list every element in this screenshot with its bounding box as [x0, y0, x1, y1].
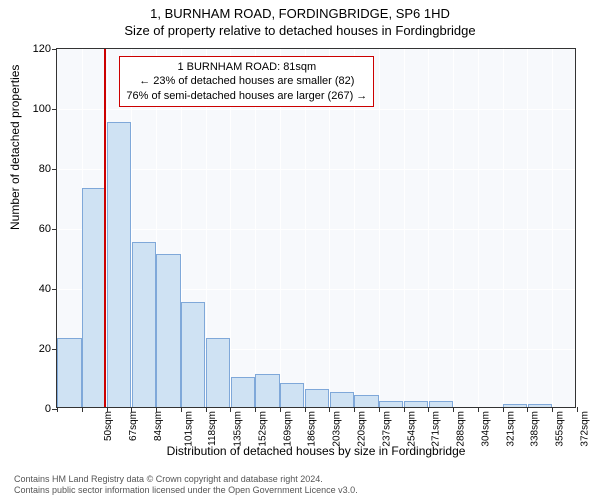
xtick-mark — [305, 407, 306, 412]
attribution: Contains HM Land Registry data © Crown c… — [14, 474, 358, 496]
bar — [255, 374, 279, 407]
xtick-label: 304sqm — [480, 411, 491, 447]
gridline — [428, 49, 429, 407]
bar — [528, 404, 552, 407]
bar — [429, 401, 453, 407]
ytick-label: 60 — [39, 223, 57, 235]
xtick-label: 169sqm — [282, 411, 293, 447]
bar — [156, 254, 180, 407]
ytick-label: 80 — [39, 163, 57, 175]
xtick-mark — [107, 407, 108, 412]
gridline — [453, 49, 454, 407]
bar — [107, 122, 131, 407]
xtick-mark — [230, 407, 231, 412]
xtick-mark — [280, 407, 281, 412]
attribution-line: Contains HM Land Registry data © Crown c… — [14, 474, 358, 485]
xtick-mark — [478, 407, 479, 412]
xtick-mark — [82, 407, 83, 412]
xtick-mark — [404, 407, 405, 412]
gridline — [527, 49, 528, 407]
xtick-label: 101sqm — [183, 411, 194, 447]
ytick-label: 0 — [45, 403, 57, 415]
gridline — [552, 49, 553, 407]
gridline — [379, 49, 380, 407]
bar — [354, 395, 378, 407]
annotation-line: ← 23% of detached houses are smaller (82… — [126, 74, 367, 88]
xtick-label: 220sqm — [357, 411, 368, 447]
gridline — [478, 49, 479, 407]
annotation-line: 1 BURNHAM ROAD: 81sqm — [126, 60, 367, 74]
xtick-label: 355sqm — [555, 411, 566, 447]
chart-subtitle: Size of property relative to detached ho… — [0, 21, 600, 38]
attribution-line: Contains public sector information licen… — [14, 485, 358, 496]
xtick-label: 254sqm — [406, 411, 417, 447]
xtick-mark — [57, 407, 58, 412]
plot-area: 02040608010012050sqm67sqm84sqm101sqm118s… — [56, 48, 576, 408]
xtick-label: 152sqm — [258, 411, 269, 447]
gridline — [57, 169, 575, 170]
xtick-label: 271sqm — [431, 411, 442, 447]
xtick-mark — [379, 407, 380, 412]
bar — [231, 377, 255, 407]
bar — [503, 404, 527, 407]
annotation-line: 76% of semi-detached houses are larger (… — [126, 89, 367, 103]
xtick-label: 118sqm — [207, 411, 218, 446]
chart-title: 1, BURNHAM ROAD, FORDINGBRIDGE, SP6 1HD — [0, 0, 600, 21]
xtick-mark — [181, 407, 182, 412]
bar — [379, 401, 403, 407]
xtick-label: 67sqm — [128, 411, 139, 441]
bar — [82, 188, 106, 407]
xtick-label: 338sqm — [530, 411, 541, 447]
xtick-mark — [206, 407, 207, 412]
x-axis-label: Distribution of detached houses by size … — [56, 444, 576, 458]
gridline — [503, 49, 504, 407]
xtick-mark — [156, 407, 157, 412]
ytick-label: 40 — [39, 283, 57, 295]
xtick-mark — [329, 407, 330, 412]
bar — [132, 242, 156, 407]
bar — [305, 389, 329, 407]
bar — [206, 338, 230, 407]
gridline — [404, 49, 405, 407]
xtick-label: 321sqm — [505, 411, 516, 447]
xtick-label: 186sqm — [307, 411, 318, 447]
bar — [330, 392, 354, 407]
y-axis-label: Number of detached properties — [8, 65, 22, 230]
xtick-label: 203sqm — [332, 411, 343, 447]
annotation-box: 1 BURNHAM ROAD: 81sqm← 23% of detached h… — [119, 56, 374, 107]
xtick-label: 237sqm — [381, 411, 392, 447]
xtick-mark — [577, 407, 578, 412]
ytick-label: 120 — [33, 43, 57, 55]
xtick-mark — [527, 407, 528, 412]
bar — [57, 338, 81, 407]
bar — [404, 401, 428, 407]
xtick-mark — [428, 407, 429, 412]
xtick-mark — [453, 407, 454, 412]
xtick-mark — [354, 407, 355, 412]
xtick-label: 84sqm — [153, 411, 164, 441]
bar — [181, 302, 205, 407]
ytick-label: 20 — [39, 343, 57, 355]
gridline — [57, 229, 575, 230]
xtick-label: 372sqm — [579, 411, 590, 447]
xtick-mark — [131, 407, 132, 412]
gridline — [57, 109, 575, 110]
xtick-label: 135sqm — [233, 411, 244, 447]
marker-line — [104, 49, 106, 407]
xtick-mark — [552, 407, 553, 412]
ytick-label: 100 — [33, 103, 57, 115]
xtick-label: 288sqm — [456, 411, 467, 447]
xtick-label: 50sqm — [103, 411, 114, 441]
xtick-mark — [503, 407, 504, 412]
xtick-mark — [255, 407, 256, 412]
bar — [280, 383, 304, 407]
